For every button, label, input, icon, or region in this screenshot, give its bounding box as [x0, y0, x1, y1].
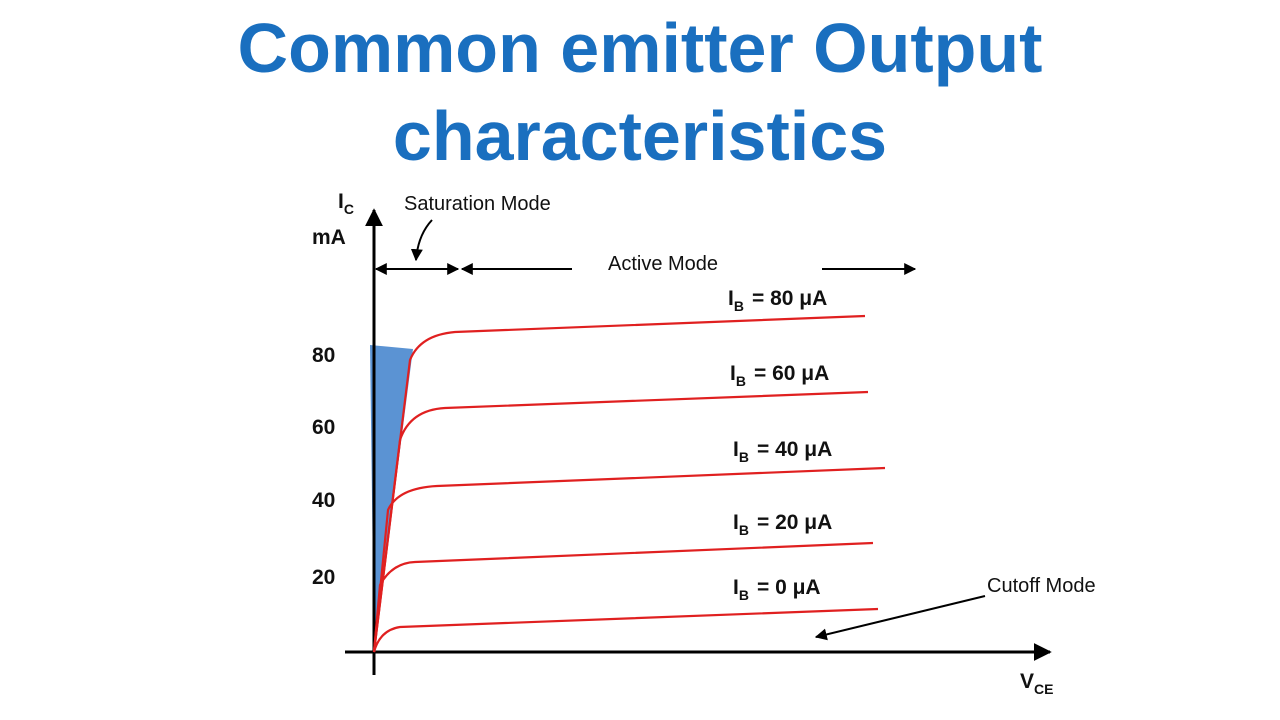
curve-label: IB = 60 μA	[730, 362, 829, 389]
curve	[372, 390, 869, 653]
curve	[372, 607, 879, 653]
curve-label: IB = 20 μA	[733, 511, 832, 538]
y-tick-label: 60	[312, 416, 335, 439]
curve	[372, 314, 866, 653]
y-tick-label: 80	[312, 344, 335, 367]
x-axis-label: VCE	[1020, 670, 1053, 697]
annotation: Active Mode	[608, 253, 718, 275]
y-tick-label: 40	[312, 489, 335, 512]
curve-label: IB = 0 μA	[733, 576, 821, 603]
curve	[372, 466, 886, 653]
title-line: Common emitter Output	[238, 9, 1043, 87]
title-line: characteristics	[393, 97, 887, 175]
annotation: Cutoff Mode	[987, 575, 1096, 597]
annotation: Saturation Mode	[404, 193, 551, 215]
curve-label: IB = 40 μA	[733, 438, 832, 465]
arrow	[814, 595, 986, 641]
arrow	[410, 219, 433, 262]
y-tick-label: 20	[312, 566, 335, 589]
curve	[372, 541, 874, 653]
y-axis-label: IC	[338, 190, 354, 217]
y-axis-unit: mA	[312, 226, 346, 249]
curve-label: IB = 80 μA	[728, 287, 827, 314]
